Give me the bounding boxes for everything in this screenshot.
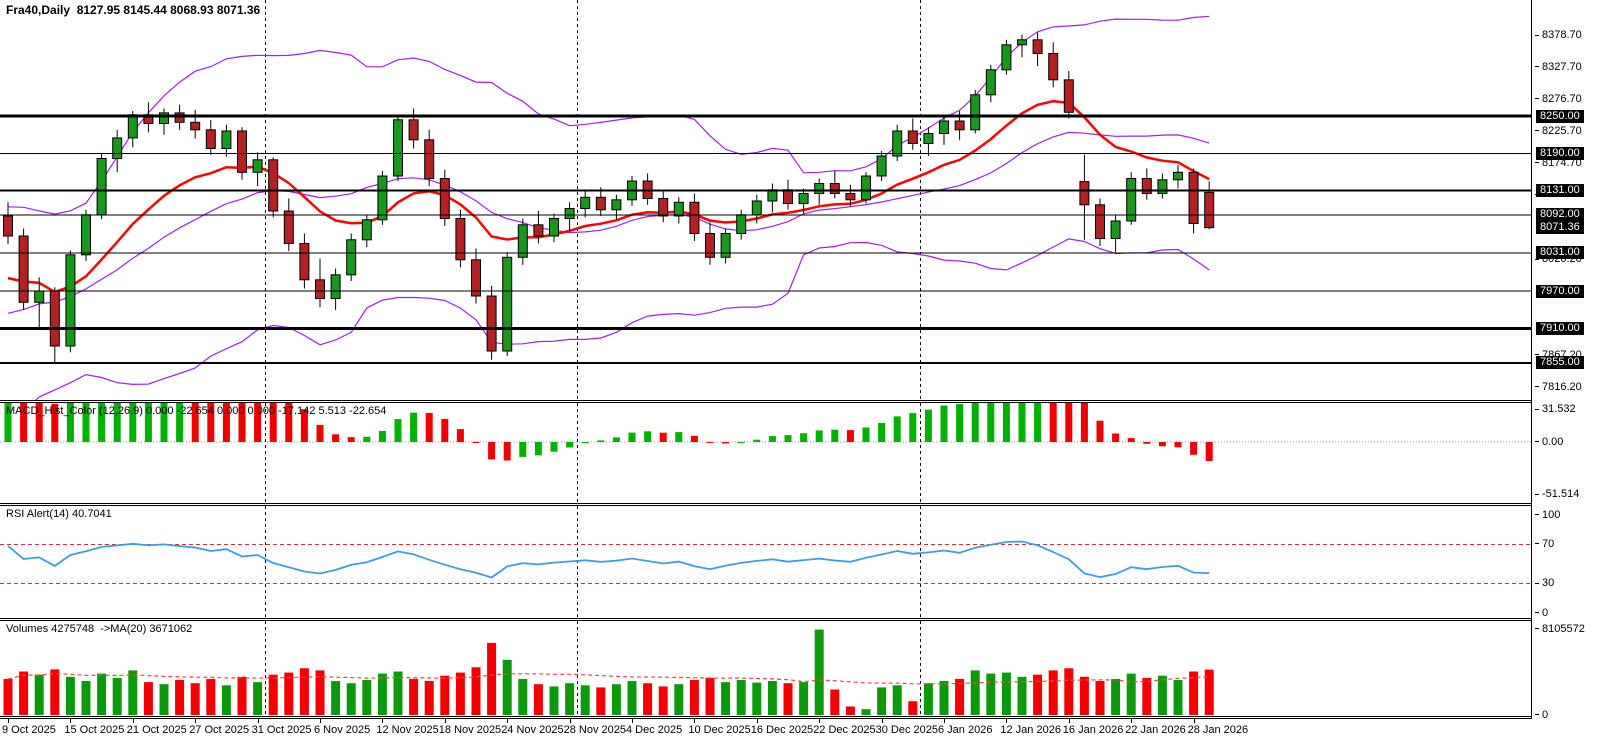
main-chart-pane[interactable]: Fra40,Daily 8127.95 8145.44 8068.93 8071… [0, 0, 1531, 400]
time-axis[interactable]: 9 Oct 2025 15 Oct 2025 21 Oct 2025 27 Oct 2… [0, 719, 1531, 738]
rsi-axis-label: 30 [1535, 577, 1554, 590]
price-tick-label: 7816.20 [1535, 381, 1582, 394]
axis-tick-mark [1535, 714, 1539, 716]
axis-tick-mark [1535, 441, 1539, 443]
time-tick-mark [944, 719, 945, 723]
time-tick-label: 4 Dec 2025 [626, 724, 683, 736]
rsi-pane[interactable]: RSI Alert(14) 40.7041 [0, 506, 1531, 618]
price-level-label: 8092.00 [1536, 208, 1584, 222]
axis-tick-mark [1535, 130, 1539, 132]
price-level-label: 8190.00 [1536, 147, 1584, 160]
axis-tick-mark [1535, 354, 1539, 356]
time-tick-mark [382, 719, 384, 723]
time-tick-mark [507, 719, 509, 723]
axis-tick-mark [1535, 582, 1539, 584]
time-tick-label: 12 Nov 2025 [376, 724, 439, 736]
time-tick-mark [1006, 719, 1008, 723]
axis-tick-mark [1535, 408, 1539, 410]
time-tick-mark [320, 719, 321, 723]
price-level-label: 7970.00 [1536, 284, 1584, 298]
rsi-axis-label: 0 [1535, 607, 1548, 620]
time-tick-label: 30 Dec 2025 [875, 724, 938, 736]
time-tick-label: 16 Dec 2025 [750, 724, 814, 736]
time-tick-mark [756, 719, 758, 723]
time-tick-label: 15 Oct 2025 [64, 724, 125, 736]
macd-histogram-canvas [0, 403, 1531, 503]
time-tick-label: 22 Jan 2026 [1125, 724, 1186, 736]
macd-axis-label: 31.532 [1535, 403, 1576, 416]
price-level-label: 7910.00 [1536, 322, 1584, 335]
axis-tick-mark [1535, 34, 1539, 36]
time-tick-mark [819, 719, 821, 723]
axis-tick-mark [1535, 493, 1539, 495]
volume-axis-label: 8105572 [1535, 623, 1585, 636]
time-tick-label: 6 Nov 2025 [314, 724, 371, 736]
time-tick-mark [70, 719, 72, 723]
time-tick-mark [1193, 719, 1195, 723]
pane-separator[interactable] [0, 618, 1621, 621]
time-tick-mark [694, 719, 696, 723]
time-tick-label: 12 Jan 2026 [1000, 724, 1061, 736]
macd-pane[interactable]: MACD_Hist_Color (12,26,9) 0.000 -22.654 … [0, 403, 1531, 503]
time-tick-label: 27 Oct 2025 [189, 724, 250, 736]
macd-axis-label: 0.00 [1535, 436, 1563, 449]
time-tick-mark [257, 719, 259, 723]
time-tick-label: 10 Dec 2025 [688, 724, 751, 736]
current-price-label: 8071.36 [1536, 221, 1584, 235]
macd-axis-label: -51.514 [1535, 488, 1579, 501]
candlestick-canvas [0, 0, 1531, 400]
pane-separator[interactable] [0, 400, 1621, 403]
axis-tick-mark [1535, 66, 1539, 68]
axis-tick-mark [1535, 98, 1539, 100]
volume-bars-canvas [3, 621, 1214, 716]
chart-title: Fra40,Daily 8127.95 8145.44 8068.93 8071… [6, 3, 261, 17]
time-tick-label: 18 Nov 2025 [438, 724, 502, 736]
macd-indicator-label: MACD_Hist_Color (12,26,9) 0.000 -22.654 … [6, 405, 387, 417]
price-level-label: 8031.00 [1536, 246, 1584, 260]
time-tick-mark [1068, 719, 1070, 723]
volumes-indicator-label: Volumes 4275748 ->MA(20) 3671062 [6, 623, 193, 635]
time-tick-mark [1131, 719, 1133, 723]
time-tick-label: 28 Jan 2026 [1187, 724, 1249, 736]
time-tick-mark [444, 719, 446, 723]
time-tick-label: 22 Dec 2025 [813, 724, 876, 736]
pane-separator[interactable] [0, 503, 1621, 506]
time-tick-mark [881, 719, 883, 723]
rsi-line-canvas [0, 506, 1531, 618]
price-level-label: 8131.00 [1536, 183, 1584, 197]
price-tick-label: 8378.70 [1535, 29, 1582, 42]
time-tick-mark [8, 719, 9, 723]
rsi-axis-label: 70 [1535, 538, 1554, 551]
time-tick-mark [569, 719, 571, 723]
axis-tick-mark [1535, 612, 1539, 614]
time-tick-label: 9 Oct 2025 [2, 724, 56, 736]
time-tick-label: 31 Oct 2025 [251, 724, 312, 736]
axis-tick-mark [1535, 628, 1539, 630]
volume-axis-label: 0 [1535, 709, 1548, 722]
axis-tick-mark [1535, 162, 1539, 164]
time-tick-label: 16 Jan 2026 [1062, 724, 1124, 736]
time-tick-mark [132, 719, 134, 723]
price-level-label: 8250.00 [1536, 109, 1584, 123]
time-tick-label: 6 Jan 2026 [938, 724, 993, 736]
axis-tick-mark [1535, 514, 1539, 516]
volumes-pane[interactable]: Volumes 4275748 ->MA(20) 3671062 [0, 621, 1531, 716]
price-tick-label: 8225.70 [1535, 125, 1582, 138]
price-axis[interactable]: 8378.708327.708276.708225.708174.708123.… [1531, 0, 1621, 722]
price-level-label: 7855.00 [1536, 356, 1584, 370]
rsi-axis-label: 100 [1535, 509, 1560, 522]
time-tick-label: 21 Oct 2025 [126, 724, 187, 736]
axis-tick-mark [1535, 386, 1539, 388]
time-tick-label: 28 Nov 2025 [563, 724, 626, 736]
pane-separator[interactable] [0, 716, 1621, 719]
time-tick-mark [195, 719, 197, 723]
price-tick-label: 8276.70 [1535, 93, 1582, 106]
axis-tick-mark [1535, 543, 1539, 545]
price-tick-label: 8327.70 [1535, 61, 1582, 74]
time-tick-label: 24 Nov 2025 [501, 724, 564, 736]
time-tick-mark [632, 719, 633, 723]
rsi-indicator-label: RSI Alert(14) 40.7041 [6, 508, 112, 520]
